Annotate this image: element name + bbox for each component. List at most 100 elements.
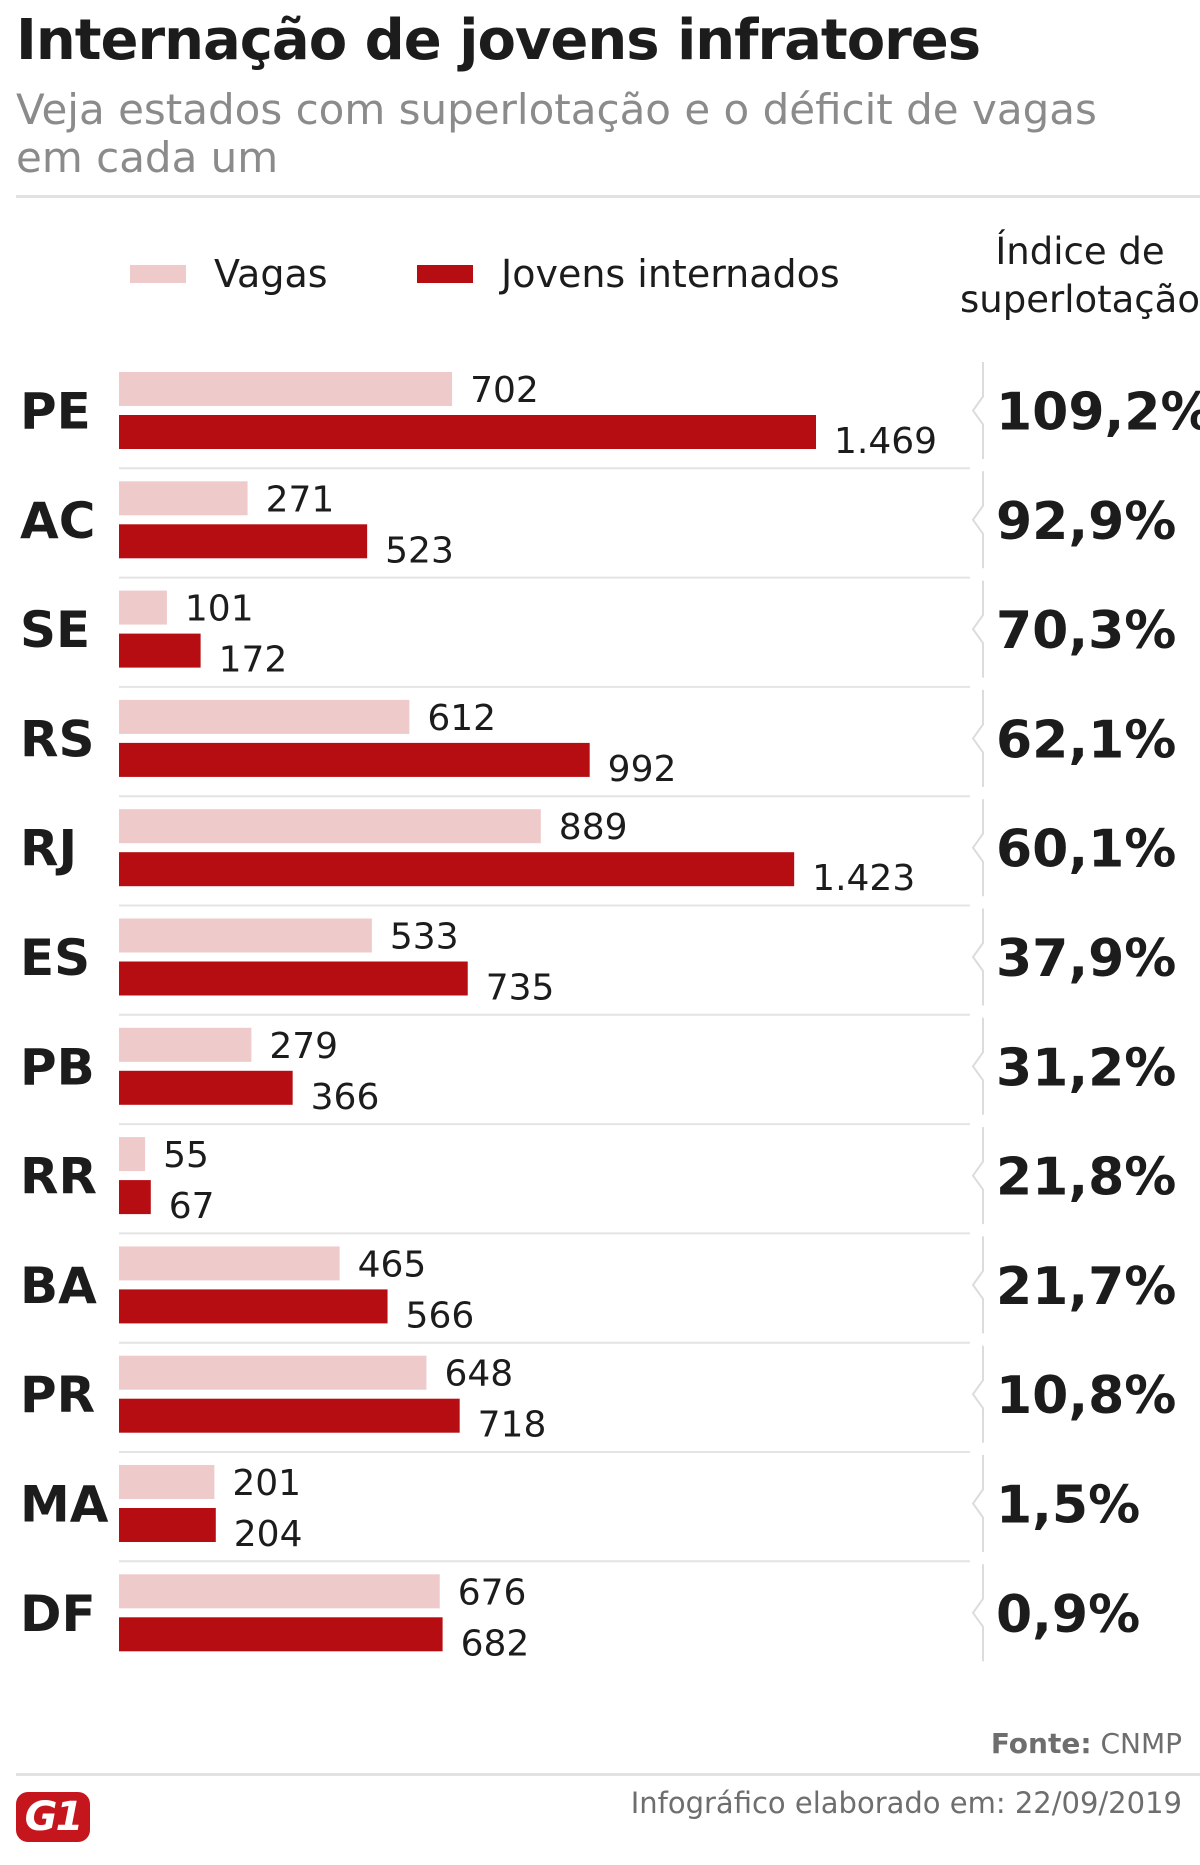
index-value: 37,9% — [996, 929, 1176, 989]
category-label: MA — [20, 1476, 109, 1534]
bar-internados — [119, 1398, 460, 1433]
bar-internados — [119, 1070, 293, 1105]
bar-internados — [119, 1180, 151, 1215]
value-label-vagas: 702 — [470, 370, 539, 411]
category-label: ES — [20, 929, 90, 987]
index-value: 31,2% — [996, 1038, 1176, 1098]
category-label: BA — [20, 1257, 97, 1315]
index-value: 92,9% — [996, 492, 1176, 552]
index-bracket — [971, 908, 984, 1006]
bar-vagas — [119, 809, 541, 844]
bar-vagas — [119, 590, 167, 625]
bar-vagas — [119, 1027, 252, 1062]
bar-vagas — [119, 1574, 440, 1609]
bar-vagas — [119, 481, 248, 516]
legend-item-internados: Jovens internados — [417, 252, 840, 296]
chart-subtitle: Veja estados com superlotação e o défici… — [16, 85, 1097, 182]
value-label-vagas: 101 — [185, 589, 254, 630]
value-label-vagas: 465 — [358, 1244, 427, 1285]
index-value: 1,5% — [996, 1476, 1140, 1536]
legend-label-internados: Jovens internados — [501, 252, 840, 296]
value-label-vagas: 676 — [458, 1572, 527, 1613]
index-value: 62,1% — [996, 710, 1176, 770]
index-value: 109,2% — [996, 383, 1200, 443]
value-label-internados: 67 — [169, 1186, 215, 1227]
index-bracket — [971, 362, 984, 459]
index-bracket — [971, 1236, 984, 1334]
index-value: 10,8% — [996, 1366, 1176, 1426]
index-bracket — [971, 1564, 984, 1662]
index-bracket — [971, 1455, 984, 1552]
value-label-vagas: 533 — [390, 917, 459, 958]
bar-vagas — [119, 1246, 340, 1281]
value-label-internados: 992 — [608, 749, 677, 790]
index-bracket — [971, 799, 984, 897]
index-bracket — [971, 689, 984, 787]
legend-item-vagas: Vagas — [130, 252, 328, 296]
bar-vagas — [119, 1465, 215, 1499]
value-label-vagas: 612 — [427, 698, 496, 739]
value-label-internados: 1.423 — [812, 858, 915, 899]
bar-internados — [119, 742, 590, 777]
index-header: Índice de superlotação — [960, 230, 1200, 321]
index-bracket — [971, 471, 984, 569]
bar-internados — [119, 1289, 388, 1324]
category-label: RS — [20, 710, 95, 768]
category-label: SE — [20, 601, 90, 659]
index-value: 0,9% — [996, 1585, 1140, 1645]
bar-vagas — [119, 372, 453, 406]
footer-divider — [16, 1773, 1200, 1776]
legend-swatch-vagas — [130, 265, 186, 283]
index-value: 21,7% — [996, 1257, 1176, 1317]
category-label: RR — [20, 1148, 97, 1206]
index-bracket — [971, 1017, 984, 1115]
bar-vagas — [119, 1355, 427, 1390]
value-label-internados: 566 — [406, 1295, 475, 1336]
bar-internados — [119, 524, 368, 559]
category-label: PE — [20, 383, 91, 441]
value-label-internados: 204 — [234, 1514, 303, 1555]
category-label: PR — [20, 1366, 95, 1424]
value-label-vagas: 271 — [266, 479, 335, 520]
value-label-internados: 172 — [219, 640, 288, 681]
chart-title: Internação de jovens infratores — [16, 8, 981, 73]
source-value: CNMP — [1100, 1727, 1182, 1760]
bar-vagas — [119, 1137, 146, 1172]
bar-internados — [119, 633, 201, 668]
value-label-vagas: 279 — [269, 1026, 338, 1067]
category-label: AC — [20, 492, 95, 550]
legend-swatch-internados — [417, 265, 473, 283]
value-label-internados: 682 — [461, 1623, 530, 1664]
legend-label-vagas: Vagas — [214, 252, 328, 296]
bar-internados — [119, 961, 468, 996]
bar-internados — [119, 1508, 216, 1542]
header-divider — [16, 195, 1200, 198]
value-label-internados: 1.469 — [834, 421, 937, 462]
source-note: Fonte: CNMP — [991, 1727, 1182, 1760]
category-label: DF — [20, 1585, 96, 1643]
value-label-internados: 523 — [385, 530, 454, 571]
index-bracket — [971, 580, 984, 678]
bar-internados — [119, 415, 816, 449]
value-label-internados: 366 — [311, 1077, 380, 1118]
value-label-internados: 718 — [478, 1405, 547, 1446]
credit-note: Infográfico elaborado em: 22/09/2019 — [630, 1786, 1182, 1820]
bar-internados — [119, 852, 795, 887]
index-bracket — [971, 1345, 984, 1443]
g1-logo: G1 — [16, 1792, 90, 1842]
bar-internados — [119, 1617, 443, 1652]
index-value: 70,3% — [996, 601, 1176, 661]
category-label: PB — [20, 1038, 95, 1096]
value-label-internados: 735 — [486, 968, 555, 1009]
value-label-vagas: 889 — [559, 807, 628, 848]
bar-vagas — [119, 918, 372, 953]
index-value: 60,1% — [996, 820, 1176, 880]
value-label-vagas: 648 — [444, 1354, 513, 1395]
value-label-vagas: 55 — [163, 1135, 209, 1176]
category-label: RJ — [20, 820, 77, 878]
index-value: 21,8% — [996, 1148, 1176, 1208]
bar-vagas — [119, 699, 410, 734]
source-label: Fonte: — [990, 1727, 1092, 1760]
index-bracket — [971, 1127, 984, 1225]
